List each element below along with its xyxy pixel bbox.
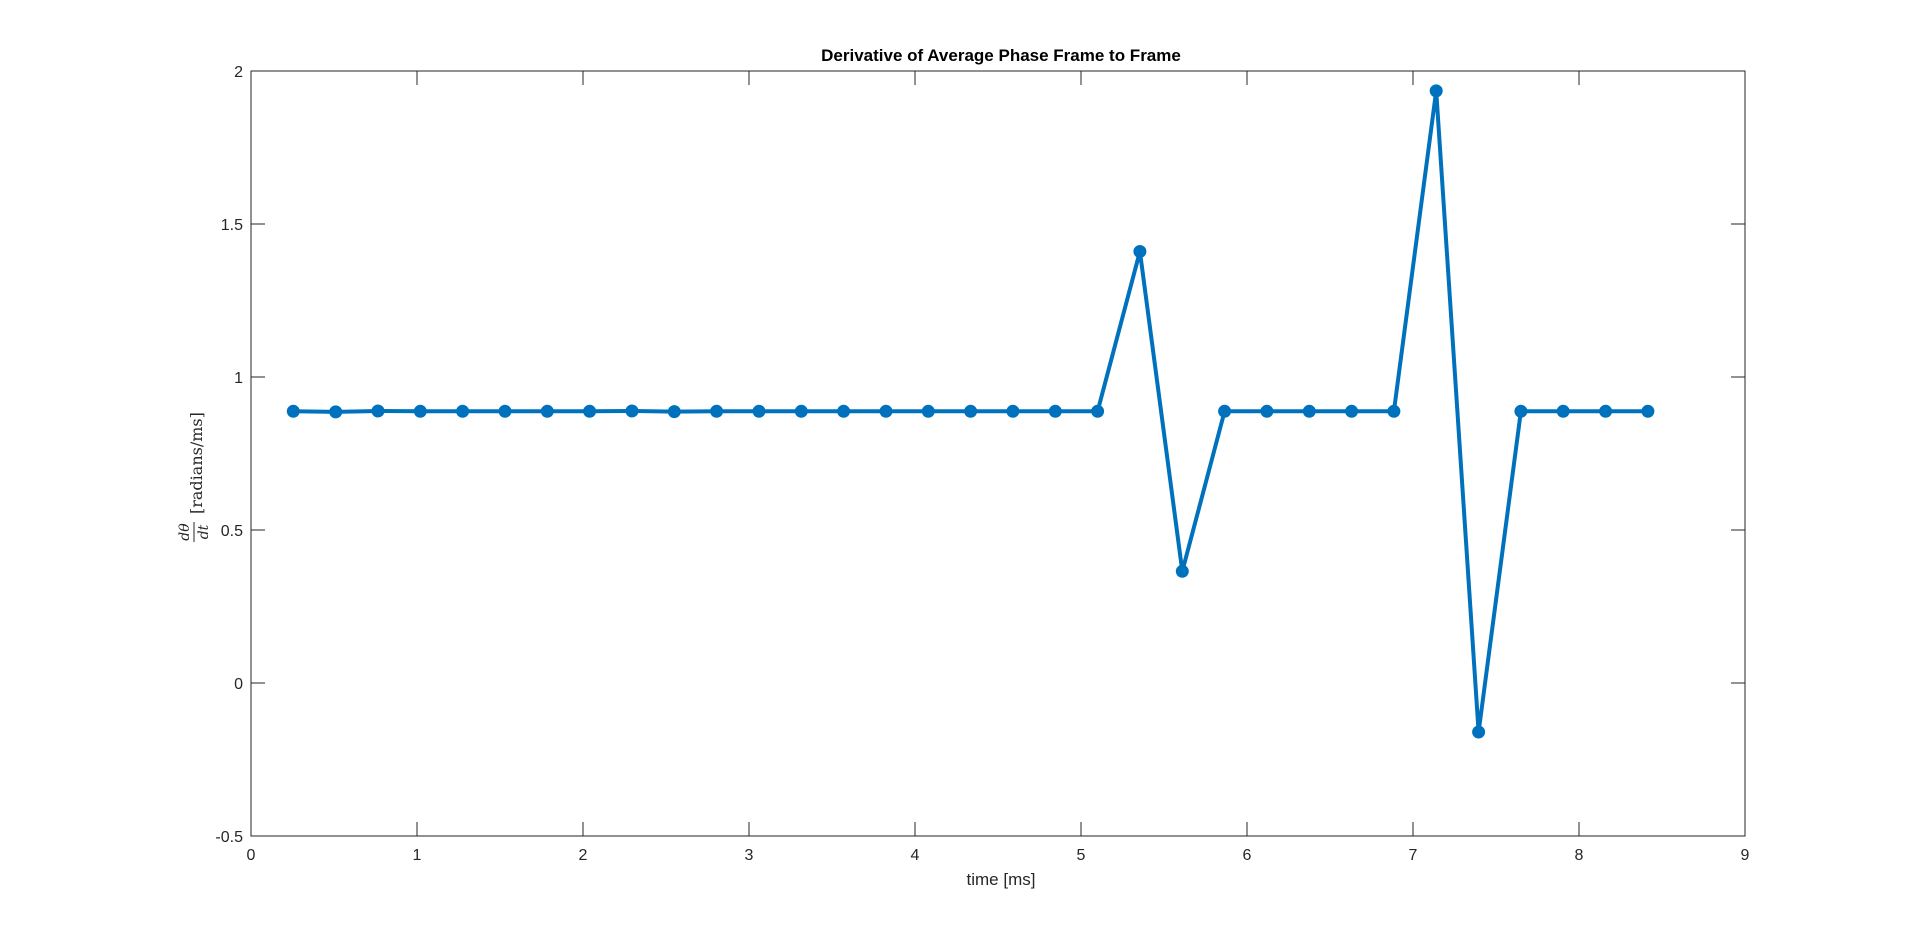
- y-tick-label: 0: [234, 676, 243, 693]
- data-point: [1175, 564, 1189, 578]
- data-point: [625, 404, 639, 418]
- data-point: [1218, 404, 1232, 418]
- axis-ticks: 0 1 2 3 4 5 6 7 8 9-0.500.511.52: [215, 64, 1749, 864]
- axes-box: [250, 70, 1746, 837]
- data-point: [667, 405, 681, 419]
- data-point: [1641, 404, 1655, 418]
- y-label-denominator: dt: [196, 524, 212, 539]
- data-point: [498, 404, 512, 418]
- data-point: [1599, 404, 1613, 418]
- x-tick-label: 2: [579, 847, 588, 864]
- y-label-numerator: dθ: [177, 523, 193, 541]
- y-tick-label: 2: [234, 64, 243, 81]
- x-tick-label: 8: [1575, 847, 1584, 864]
- data-point: [1556, 404, 1570, 418]
- x-tick-label: 4: [911, 847, 920, 864]
- plot-area: [250, 70, 1746, 837]
- data-point: [794, 404, 808, 418]
- data-point: [837, 404, 851, 418]
- data-point: [1260, 404, 1274, 418]
- chart-title: Derivative of Average Phase Frame to Fra…: [821, 46, 1181, 65]
- data-point: [1091, 404, 1105, 418]
- y-label-unit: [radians/ms]: [187, 412, 206, 514]
- data-point: [1133, 245, 1147, 258]
- x-tick-label: 1: [413, 847, 422, 864]
- data-point: [1006, 404, 1020, 418]
- x-tick-label: 6: [1243, 847, 1252, 864]
- y-tick-label: 1.5: [221, 217, 243, 234]
- data-point: [1387, 404, 1401, 418]
- data-point: [583, 404, 597, 418]
- y-tick-label: -0.5: [215, 829, 243, 846]
- data-point: [752, 404, 766, 418]
- data-point: [879, 404, 893, 418]
- data-point: [1429, 84, 1443, 98]
- y-tick-label: 0.5: [221, 523, 243, 540]
- x-tick-label: 5: [1077, 847, 1086, 864]
- data-point: [413, 404, 427, 418]
- y-axis-label: dθ dt [radians/ms]: [177, 412, 212, 542]
- data-point: [286, 404, 300, 418]
- data-point: [456, 404, 470, 418]
- data-point: [329, 405, 343, 419]
- data-point: [1048, 404, 1062, 418]
- data-point: [964, 404, 978, 418]
- data-point: [1514, 404, 1528, 418]
- x-tick-label: 9: [1741, 847, 1750, 864]
- x-axis-label: time [ms]: [967, 870, 1036, 889]
- data-point: [1472, 725, 1486, 739]
- data-point: [371, 404, 385, 418]
- x-tick-label: 7: [1409, 847, 1418, 864]
- data-point: [1345, 404, 1359, 418]
- data-point: [540, 404, 554, 418]
- data-point: [921, 404, 935, 418]
- x-tick-label: 3: [745, 847, 754, 864]
- y-tick-label: 1: [234, 370, 243, 387]
- data-point: [710, 404, 724, 418]
- x-tick-label: 0: [247, 847, 256, 864]
- data-point: [1302, 404, 1316, 418]
